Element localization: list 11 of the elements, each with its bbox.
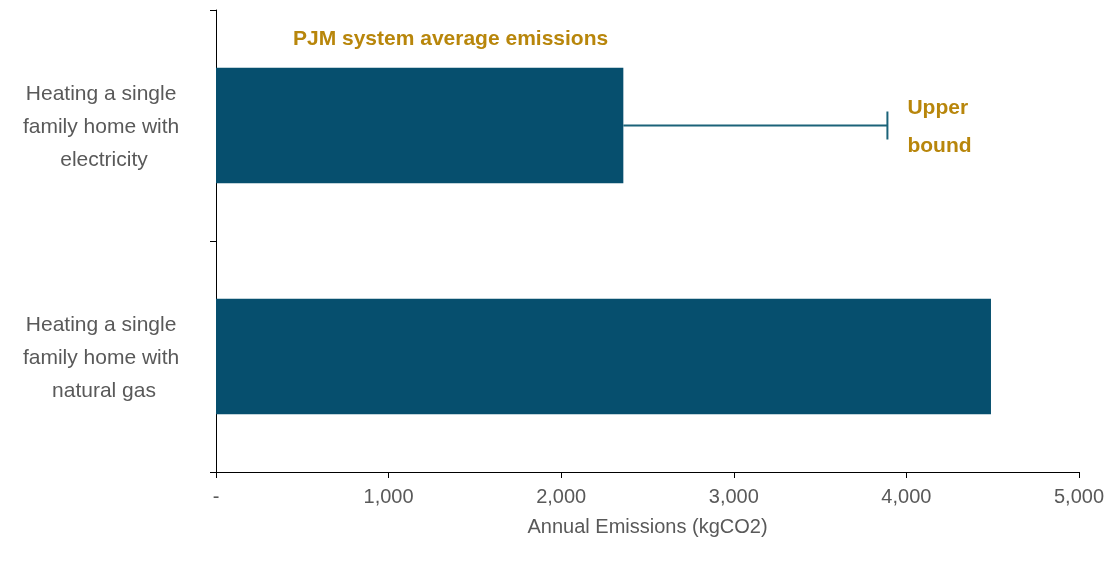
x-tick-label: - <box>212 485 220 507</box>
annotation: Upper bound <box>907 95 974 156</box>
x-axis-title: Annual Emissions (kgCO2) <box>527 515 768 537</box>
x-tick-label: 3,000 <box>708 485 759 507</box>
annotation: PJM system average emissions <box>293 26 609 49</box>
y-tick-label: Heating a single family home with electricity <box>22 81 186 170</box>
x-tick-label: 1,000 <box>363 485 414 507</box>
x-tick-label: 2,000 <box>536 485 587 507</box>
y-tick-label: Heating a single family home with natural gas <box>22 312 186 401</box>
x-tick-label: 5,000 <box>1053 485 1105 507</box>
x-tick-label: 4,000 <box>881 485 932 507</box>
